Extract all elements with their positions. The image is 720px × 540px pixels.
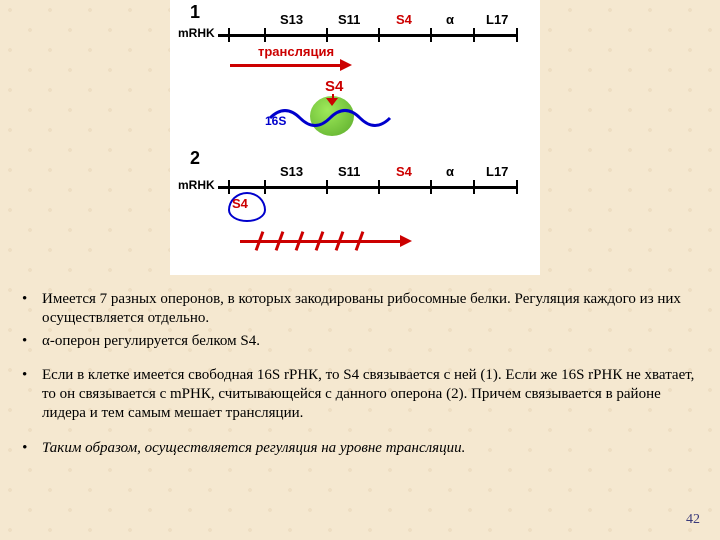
mrna-label-2: mRHK xyxy=(178,178,215,192)
blocked-arrow-head xyxy=(400,235,412,247)
s4-center-label: S4 xyxy=(325,78,343,95)
bullet-1: Имеется 7 разных оперонов, в которых зак… xyxy=(18,290,698,328)
gene-alpha-2: α xyxy=(446,164,454,179)
r16s-label: 16S xyxy=(265,114,286,128)
red-arrow-head xyxy=(340,59,352,71)
bullet-list: Имеется 7 разных оперонов, в которых зак… xyxy=(18,290,698,461)
gene-l17-1: L17 xyxy=(486,12,508,27)
panel2-number: 2 xyxy=(190,148,200,169)
gene-s11-2: S11 xyxy=(338,164,360,179)
mrna-label-1: mRHK xyxy=(178,26,215,40)
mrna-line-1: S13 S11 S4 α L17 xyxy=(218,34,518,37)
gene-alpha-1: α xyxy=(446,12,454,27)
gene-s13-2: S13 xyxy=(280,164,303,179)
gene-s11-1: S11 xyxy=(338,12,360,27)
s4-bottom-label: S4 xyxy=(232,196,248,211)
page-number: 42 xyxy=(686,512,700,528)
gene-l17-2: L17 xyxy=(486,164,508,179)
bullet-3: Если в клетке имеется свободная 16S rРНК… xyxy=(18,366,698,422)
gene-s13-1: S13 xyxy=(280,12,303,27)
gene-s4-2: S4 xyxy=(396,164,412,179)
panel1-number: 1 xyxy=(190,2,200,23)
diagram: 1 mRHK S13 S11 S4 α L17 трансляция S4 16… xyxy=(170,0,540,275)
translation-label: трансляция xyxy=(258,44,334,59)
bullet-4: Таким образом, осуществляется регуляция … xyxy=(18,439,698,458)
gene-s4-1: S4 xyxy=(396,12,412,27)
mrna-line-2: S13 S11 S4 α L17 xyxy=(218,186,518,189)
bullet-2: α-оперон регулируется белком S4. xyxy=(18,332,698,351)
red-arrow-line xyxy=(230,64,340,67)
